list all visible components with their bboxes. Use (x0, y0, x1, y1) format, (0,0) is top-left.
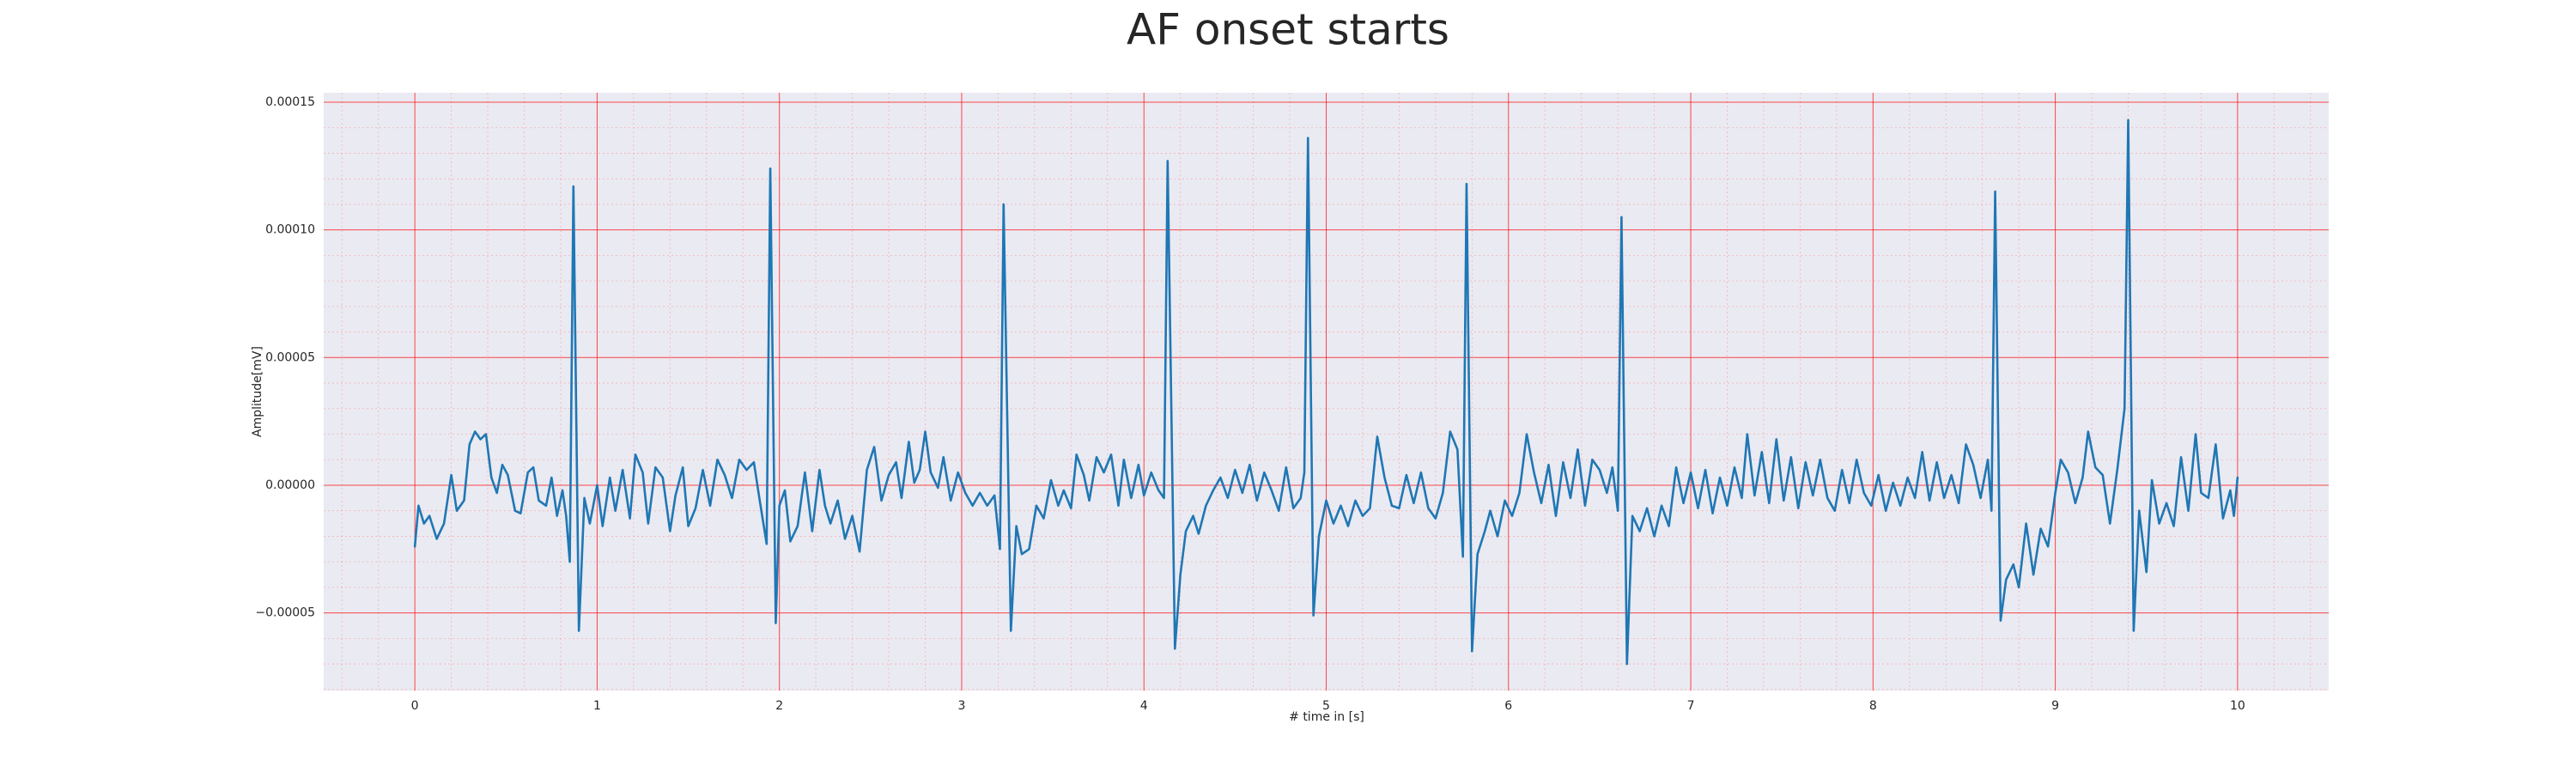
x-tick-label: 6 (1504, 699, 1512, 713)
x-tick-label: 5 (1322, 699, 1330, 713)
y-axis-label: Amplitude[mV] (251, 346, 264, 437)
y-tick-label: −0.00005 (255, 606, 315, 620)
x-tick-label: 0 (411, 699, 419, 713)
y-tick-label: 0.00000 (265, 478, 315, 492)
x-tick-label: 7 (1687, 699, 1695, 713)
y-tick-label: 0.00005 (265, 350, 315, 364)
x-tick-label: 8 (1869, 699, 1877, 713)
signal-line (413, 119, 2239, 666)
x-tick-label: 3 (957, 699, 965, 713)
x-tick-label: 9 (2051, 699, 2059, 713)
y-tick-label: 0.00010 (265, 223, 315, 237)
x-tick-label: 2 (775, 699, 783, 713)
x-tick-label: 10 (2230, 699, 2245, 713)
x-tick-label: 4 (1140, 699, 1148, 713)
x-tick-label: 1 (593, 699, 601, 713)
y-tick-label: 0.00015 (265, 95, 315, 109)
x-axis-label: # time in [s] (1289, 710, 1364, 724)
chart-title: AF onset starts (1127, 5, 1449, 55)
